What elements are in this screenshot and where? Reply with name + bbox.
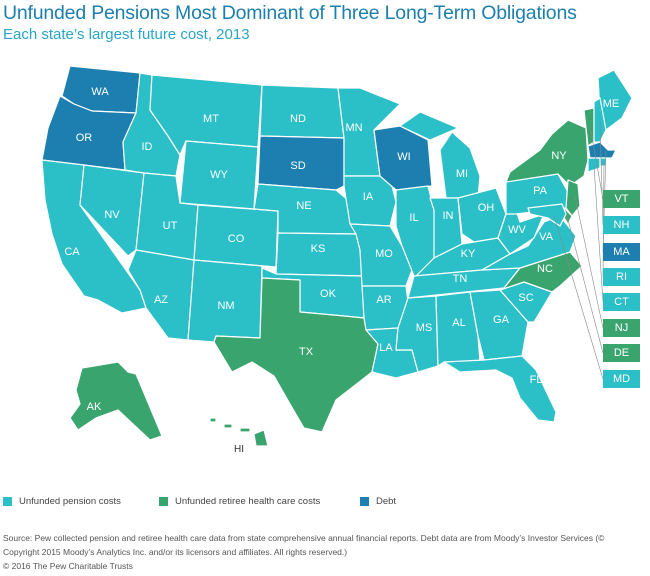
svg-text:AK: AK xyxy=(87,401,102,413)
svg-text:WA: WA xyxy=(91,86,109,98)
state-MD[interactable] xyxy=(527,203,567,227)
svg-text:NM: NM xyxy=(217,300,234,312)
us-map: WA OR CA NV ID MT WY UT AZ CO NM ND SD N… xyxy=(41,65,633,455)
svg-text:MO: MO xyxy=(375,248,393,260)
svg-text:LA: LA xyxy=(379,342,393,354)
svg-text:ID: ID xyxy=(142,141,153,153)
svg-text:GA: GA xyxy=(493,314,510,326)
small-state-box-ri: RI xyxy=(603,268,640,286)
svg-text:OR: OR xyxy=(76,132,93,144)
svg-text:MN: MN xyxy=(345,122,362,134)
state-NH[interactable] xyxy=(593,97,607,143)
svg-text:CA: CA xyxy=(64,246,80,258)
legend-item-pension: Unfunded pension costs xyxy=(3,496,121,507)
state-ND[interactable] xyxy=(259,84,345,139)
copyright: © 2016 The Pew Charitable Trusts xyxy=(3,561,133,571)
svg-text:WV: WV xyxy=(508,224,526,236)
legend-swatch-debt xyxy=(360,497,369,506)
page-subtitle: Each state’s largest future cost, 2013 xyxy=(3,26,250,43)
svg-text:ND: ND xyxy=(290,113,306,125)
svg-text:OK: OK xyxy=(320,288,337,300)
svg-text:UT: UT xyxy=(163,220,178,232)
state-HI-4[interactable] xyxy=(253,429,269,447)
state-MA[interactable] xyxy=(587,141,617,159)
svg-text:NV: NV xyxy=(104,209,120,221)
svg-text:CO: CO xyxy=(228,233,245,245)
svg-text:FL: FL xyxy=(530,374,543,386)
legend-label-health: Unfunded retiree health care costs xyxy=(175,496,321,507)
state-MI-upper[interactable] xyxy=(399,111,459,141)
legend-label-pension: Unfunded pension costs xyxy=(19,496,121,507)
svg-text:TX: TX xyxy=(299,346,314,358)
small-state-box-nj: NJ xyxy=(603,319,640,337)
source-note: Source: Pew collected pension and retire… xyxy=(3,533,605,557)
state-NJ[interactable] xyxy=(565,179,581,217)
svg-text:IL: IL xyxy=(409,212,418,224)
small-state-box-de: DE xyxy=(603,344,640,362)
state-TX[interactable] xyxy=(213,277,379,433)
legend-swatch-health xyxy=(159,497,168,506)
svg-text:SC: SC xyxy=(518,292,533,304)
svg-text:SD: SD xyxy=(290,160,305,172)
state-NY[interactable] xyxy=(505,119,589,187)
small-state-box-md: MD xyxy=(603,370,640,388)
svg-text:AR: AR xyxy=(376,294,391,306)
page-title: Unfunded Pensions Most Dominant of Three… xyxy=(3,2,577,24)
svg-text:WI: WI xyxy=(397,151,410,163)
svg-text:NY: NY xyxy=(551,150,567,162)
svg-text:AZ: AZ xyxy=(154,294,168,306)
svg-text:WY: WY xyxy=(210,169,228,181)
state-HI-3[interactable] xyxy=(239,427,251,433)
callout-lines xyxy=(553,121,607,380)
legend-item-debt: Debt xyxy=(360,496,396,507)
svg-text:MS: MS xyxy=(416,322,433,334)
state-labels: WA OR CA NV ID MT WY UT AZ CO NM ND SD N… xyxy=(64,86,619,455)
small-state-box-ct: CT xyxy=(603,293,640,311)
small-state-box-vt: VT xyxy=(603,190,640,208)
state-AK[interactable] xyxy=(69,361,163,441)
legend-label-debt: Debt xyxy=(376,496,397,507)
state-HI-2[interactable] xyxy=(223,423,233,429)
svg-text:IA: IA xyxy=(363,191,374,203)
legend-item-health: Unfunded retiree health care costs xyxy=(159,496,320,507)
state-SD[interactable] xyxy=(257,135,345,191)
svg-text:NE: NE xyxy=(296,200,311,212)
legend-swatch-pension xyxy=(3,497,12,506)
small-state-box-nh: NH xyxy=(603,216,640,234)
svg-text:PA: PA xyxy=(533,185,548,197)
svg-text:KS: KS xyxy=(311,243,326,255)
svg-text:NC: NC xyxy=(537,263,553,275)
svg-text:TN: TN xyxy=(453,273,468,285)
svg-text:KY: KY xyxy=(461,248,476,260)
state-MI[interactable] xyxy=(439,131,481,199)
svg-text:MT: MT xyxy=(203,113,219,125)
svg-text:HI: HI xyxy=(234,444,244,455)
svg-text:AL: AL xyxy=(452,317,465,329)
legend: Unfunded pension costs Unfunded retiree … xyxy=(0,496,650,512)
svg-text:VA: VA xyxy=(539,231,554,243)
state-HI-1[interactable] xyxy=(209,417,217,423)
svg-text:MI: MI xyxy=(456,168,468,180)
state-FL[interactable] xyxy=(443,355,557,423)
svg-text:OH: OH xyxy=(478,202,495,214)
svg-text:ME: ME xyxy=(603,98,620,110)
small-state-box-ma: MA xyxy=(603,243,640,261)
svg-text:IN: IN xyxy=(443,210,454,222)
